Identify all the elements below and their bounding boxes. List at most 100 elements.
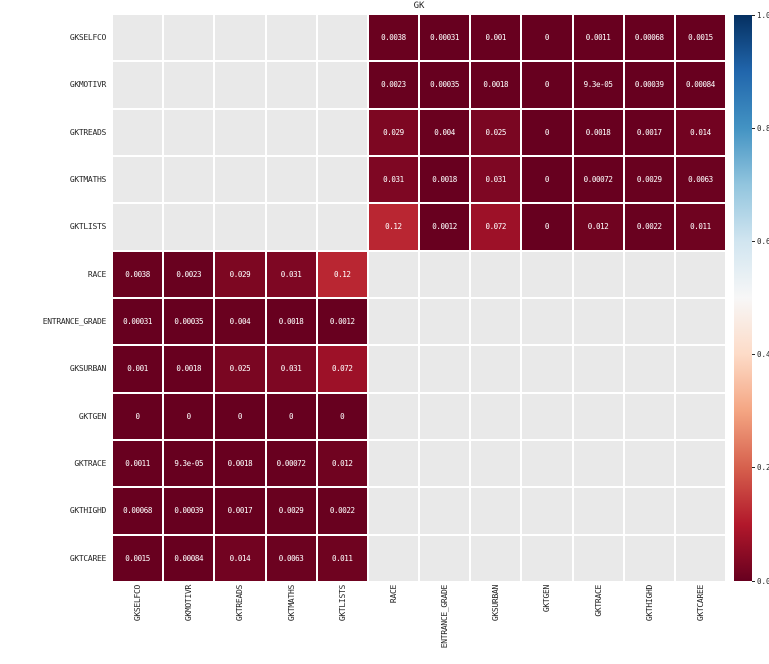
- heatmap-cell-masked: [368, 535, 418, 581]
- heatmap-cell: 0.012: [573, 204, 623, 250]
- x-tick-label: GKTMATHS: [286, 585, 296, 622]
- heatmap-cell-masked: [675, 393, 725, 439]
- heatmap-cell-masked: [675, 251, 725, 297]
- colorbar: [734, 15, 752, 581]
- heatmap-cell-masked: [471, 488, 521, 534]
- heatmap-cell-masked: [164, 204, 214, 250]
- heatmap-cell-masked: [164, 62, 214, 108]
- heatmap-cell-masked: [573, 393, 623, 439]
- x-tick-label: GKSURBAN: [491, 585, 501, 622]
- heatmap-cell-masked: [266, 15, 316, 61]
- chart-title: GK: [413, 1, 425, 11]
- colorbar-tick-value: 0.6: [757, 236, 769, 246]
- heatmap-cell: 0.00035: [420, 62, 470, 108]
- heatmap-cell-masked: [266, 62, 316, 108]
- heatmap-cell-masked: [522, 440, 572, 487]
- heatmap-cell-masked: [317, 15, 367, 61]
- heatmap-cell: 0.0029: [624, 156, 674, 203]
- x-axis-tick-labels: GKSELFCO GKMOTIVR GKTREADS GKTMATHS GKTLISTS…: [113, 585, 725, 663]
- heatmap-cell-masked: [471, 393, 521, 439]
- heatmap-cell-masked: [624, 298, 674, 345]
- heatmap-cell: 0: [522, 156, 572, 203]
- heatmap-cell: 9.3e-05: [164, 440, 214, 487]
- colorbar-tick-mark: [752, 467, 755, 469]
- heatmap-cell: 0.0023: [368, 62, 418, 108]
- heatmap-cell-masked: [420, 535, 470, 581]
- heatmap-cell: 0.12: [368, 204, 418, 250]
- heatmap-cell-masked: [368, 251, 418, 297]
- heatmap-cell: 0.00084: [164, 535, 214, 581]
- colorbar-tick-mark: [752, 127, 755, 129]
- heatmap-cell: 0.031: [266, 346, 316, 392]
- heatmap-cell: 0.0063: [675, 156, 725, 203]
- heatmap-cell-masked: [471, 298, 521, 345]
- heatmap-cell-masked: [317, 204, 367, 250]
- heatmap-cell-masked: [471, 251, 521, 297]
- colorbar-tick-value: 0.2: [757, 463, 769, 473]
- heatmap-cell: 0.001: [471, 15, 521, 61]
- heatmap-cell-masked: [317, 62, 367, 108]
- heatmap-cell: 0.004: [215, 298, 265, 345]
- heatmap-cell: 0: [522, 204, 572, 250]
- heatmap-cell-masked: [215, 204, 265, 250]
- heatmap-cell-masked: [522, 488, 572, 534]
- y-tick-label: ENTRANCE_GRADE: [42, 317, 107, 327]
- heatmap-cell: 0.0017: [624, 109, 674, 155]
- y-tick-label: GKTRACE: [74, 459, 106, 469]
- heatmap-cell-masked: [675, 346, 725, 392]
- heatmap-cell-masked: [573, 535, 623, 581]
- heatmap-cell-masked: [215, 62, 265, 108]
- heatmap-cell: 0: [215, 393, 265, 439]
- heatmap-cell: 0.0023: [164, 251, 214, 297]
- y-tick-label: GKTCAREE: [69, 553, 106, 563]
- heatmap-cell-masked: [471, 440, 521, 487]
- heatmap-cell: 0.0015: [675, 15, 725, 61]
- heatmap-cell: 0.0011: [113, 440, 163, 487]
- colorbar-tick-value: 1.0: [757, 10, 769, 20]
- heatmap-cell: 0.0011: [573, 15, 623, 61]
- heatmap-cell-masked: [573, 440, 623, 487]
- y-tick-label: GKTGEN: [78, 411, 106, 421]
- x-tick-label: GKTCAREE: [695, 585, 705, 622]
- heatmap-cell: 0.0018: [164, 346, 214, 392]
- x-tick-label: GKTREADS: [235, 585, 245, 622]
- heatmap-cell-masked: [624, 346, 674, 392]
- heatmap-grid: 0.0038 0.00031 0.001 0 0.0011 0.00068 0.0015 0.…: [113, 15, 725, 581]
- heatmap-cell: 0.0018: [420, 156, 470, 203]
- heatmap-cell: 0.0029: [266, 488, 316, 534]
- colorbar-tick-mark: [752, 354, 755, 356]
- heatmap-cell: 0.0018: [573, 109, 623, 155]
- heatmap-cell: 0: [522, 15, 572, 61]
- heatmap-cell-masked: [164, 156, 214, 203]
- x-tick-label: GKTRACE: [593, 585, 603, 617]
- heatmap-cell-masked: [624, 440, 674, 487]
- heatmap-cell: 0.00039: [624, 62, 674, 108]
- heatmap-cell-masked: [368, 488, 418, 534]
- colorbar-tick-value: 0.0: [757, 576, 769, 586]
- heatmap-cell: 0.00068: [113, 488, 163, 534]
- heatmap-cell-masked: [368, 393, 418, 439]
- colorbar-tick-mark: [752, 240, 755, 242]
- heatmap-cell: 0: [113, 393, 163, 439]
- heatmap-cell: 0.031: [368, 156, 418, 203]
- heatmap-cell-masked: [113, 204, 163, 250]
- heatmap-cell-masked: [113, 62, 163, 108]
- colorbar-tick-mark: [752, 14, 755, 16]
- heatmap-cell: 0.0038: [368, 15, 418, 61]
- heatmap-cell: 0.12: [317, 251, 367, 297]
- heatmap-cell-masked: [624, 488, 674, 534]
- heatmap-cell-masked: [675, 535, 725, 581]
- heatmap-cell-masked: [420, 251, 470, 297]
- colorbar-tick-value: 0.4: [757, 350, 769, 360]
- y-tick-label: GKTREADS: [69, 127, 106, 137]
- heatmap-cell: 0.00039: [164, 488, 214, 534]
- heatmap-cell-masked: [266, 204, 316, 250]
- heatmap-cell-masked: [573, 298, 623, 345]
- x-tick-label: GKTHIGHD: [644, 585, 654, 622]
- heatmap-cell-masked: [164, 15, 214, 61]
- heatmap-cell-masked: [624, 393, 674, 439]
- colorbar-tick-value: 0.8: [757, 123, 769, 133]
- heatmap-cell-masked: [573, 251, 623, 297]
- heatmap-cell-masked: [522, 535, 572, 581]
